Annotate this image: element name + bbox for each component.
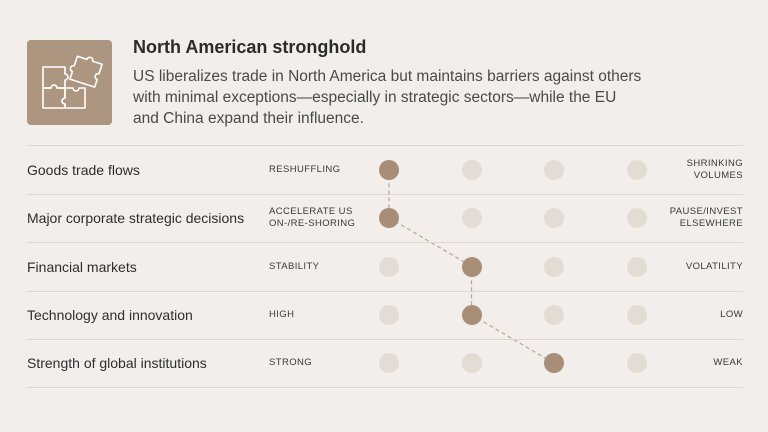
scale-dot-selected — [379, 159, 399, 180]
scale-low-label: STABILITY — [269, 260, 320, 272]
scale-dot — [379, 256, 399, 277]
scale-low-label: ACCELERATE US ON-/RE-SHORING — [269, 206, 356, 230]
scale-dot — [544, 256, 564, 277]
row-label: Major corporate strategic decisions — [27, 210, 245, 227]
scale-low-label: RESHUFFLING — [269, 163, 341, 175]
scale-dot — [544, 305, 564, 326]
scale-dot — [544, 208, 564, 229]
scale-dot — [626, 256, 647, 277]
row-label: Technology and innovation — [27, 307, 193, 324]
row-label: Goods trade flows — [27, 161, 140, 178]
scale-high-label: LOW — [720, 309, 743, 321]
scale-dot-selected — [461, 256, 482, 277]
scale-dot-selected — [461, 305, 482, 326]
row-label: Financial markets — [27, 258, 137, 275]
scale-dot — [626, 353, 647, 374]
puzzle-icon-tile — [27, 40, 112, 125]
scale-high-label: SHRINKING VOLUMES — [686, 157, 743, 181]
scale-row: Financial markets STABILITY VOLATILITY — [27, 242, 743, 291]
scale-dot-selected — [544, 353, 564, 374]
scale-low-label: HIGH — [269, 309, 295, 321]
scale-dot — [461, 159, 482, 180]
scenario-description: US liberalizes trade in North America bu… — [133, 68, 642, 127]
scale-dot — [544, 159, 564, 180]
scale-row: Technology and innovation HIGH LOW — [27, 290, 743, 340]
row-label: Strength of global institutions — [27, 355, 207, 372]
puzzle-icon — [42, 55, 103, 109]
scale-high-label: VOLATILITY — [685, 260, 743, 272]
scale-dot — [461, 353, 482, 374]
scale-low-label: STRONG — [269, 357, 313, 369]
scale-dot-selected — [379, 208, 399, 229]
scale-dot — [626, 305, 647, 326]
scale-dot — [626, 208, 647, 229]
page-title: North American stronghold — [133, 37, 367, 57]
scale-row: Goods trade flows RESHUFFLING SHRINKING VO… — [27, 145, 743, 194]
scale-high-label: WEAK — [713, 357, 743, 369]
scale-dot — [626, 159, 647, 180]
scale-dot — [379, 353, 399, 374]
scale-row: Strength of global institutions STRONG WEA… — [27, 339, 743, 388]
scale-grid: Goods trade flows RESHUFFLING SHRINKING VO… — [27, 145, 743, 388]
scale-dot — [379, 305, 399, 326]
scale-high-label: PAUSE/INVEST ELSEWHERE — [669, 206, 743, 230]
scale-row: Major corporate strategic decisions ACCEL… — [27, 193, 743, 243]
scale-dot — [461, 208, 482, 229]
